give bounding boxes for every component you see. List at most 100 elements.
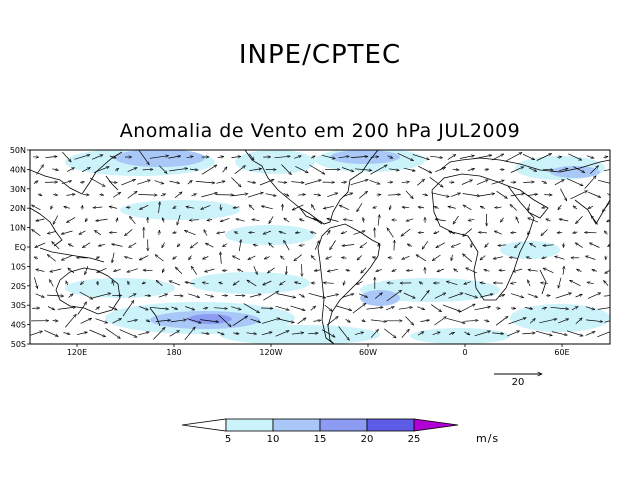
wind-vector [277,293,296,298]
wind-vector [510,166,524,173]
wind-vector [447,154,456,160]
wind-vector [463,254,473,263]
wind-vector [121,179,135,186]
wind-vector [474,307,491,311]
wind-vector [186,318,202,323]
wind-vector [350,156,368,157]
wind-vector [214,308,227,309]
wind-vector [343,219,353,220]
wind-vector [585,256,596,260]
wind-vector [378,243,379,248]
wind-vector [604,280,609,286]
wind-vector [384,328,396,338]
wind-vector [417,306,424,310]
wind-vector [169,180,180,183]
wind-vector [461,179,473,185]
wind-vector [387,194,401,195]
wind-vector [232,255,241,261]
wind-vector [34,256,39,259]
wind-vector [358,191,367,199]
wind-vector [509,257,518,258]
wind-vector [169,168,187,172]
shade-region [220,325,380,344]
wind-vector [597,331,610,338]
wind-vector [171,306,178,309]
shade-region [120,200,240,220]
wind-vector [336,305,351,310]
wind-vector [326,230,330,236]
wind-vector [528,218,539,223]
wind-vector [592,270,598,272]
wind-vector [338,156,350,157]
wind-vector [246,333,257,334]
wind-vector [345,319,351,322]
wind-vector [93,167,109,173]
wind-vector [541,229,548,236]
wind-vector [602,202,610,212]
wind-vector [450,193,460,197]
wind-vector [105,328,121,338]
wind-vector [94,230,101,236]
wind-vector [187,180,193,185]
map-title: Anomalia de Vento em 200 hPa JUL2009 [119,120,521,142]
wind-vector [201,205,211,209]
wind-vector [233,207,240,208]
colorbar-high-triangle [413,418,459,432]
wind-vector [511,282,517,283]
wind-vector [603,156,608,157]
wind-vector [495,316,508,326]
wind-vector [112,252,115,263]
wind-vector [573,166,584,173]
latitude-axis: 50N 40N 30N 20N 10N EQ 10S 20S 30S 40S 50S [10,146,30,349]
wind-vector [112,244,123,247]
wind-vector [373,207,378,208]
wind-vector [452,169,459,170]
wind-vector [269,243,274,248]
wind-vector [297,318,306,325]
wind-vector [386,290,402,302]
wind-vector [279,232,286,235]
wind-vector [253,245,259,246]
wind-vector [30,331,43,336]
wind-vector [560,188,568,201]
wind-vector [361,267,367,273]
wind-vector [492,153,504,161]
wind-vector [108,306,117,310]
wind-vector [259,179,274,186]
shade-region [235,150,315,174]
colorbar-bin [319,418,368,432]
wind-vector [353,231,366,235]
wind-vector [310,155,315,158]
wind-vector [453,215,459,224]
wind-vector [559,168,568,172]
wind-vector [500,217,504,223]
wind-vector [385,307,394,311]
wind-vector [95,307,100,310]
wind-vector [418,165,432,174]
wind-vector [479,294,493,298]
wind-vector [168,156,180,159]
wind-vector [61,230,73,234]
wind-vector [233,333,239,334]
wind-vector [36,218,45,221]
wind-vector [484,169,489,170]
wind-vector [435,219,446,222]
wind-vector [563,266,564,275]
wind-vector [124,257,133,260]
wind-vector [247,280,257,287]
wind-vector [510,194,525,197]
wind-vector [462,193,480,197]
wind-vector [498,245,507,246]
wind-vector [234,166,246,174]
colorbar-label: 15 [314,434,327,445]
wind-vector [159,202,160,214]
wind-vector [527,230,530,235]
wind-vector [305,180,321,185]
wind-vector [313,320,321,321]
wind-vector [327,268,338,271]
wind-vector [122,300,134,317]
wind-vector [298,293,304,297]
wind-vector [403,167,415,171]
wind-vector [436,242,446,249]
wind-vector [47,255,56,262]
